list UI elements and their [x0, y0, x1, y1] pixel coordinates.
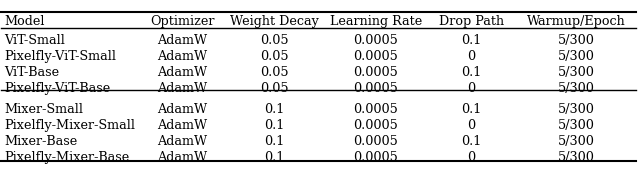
- Text: 0.1: 0.1: [264, 119, 285, 132]
- Text: AdamW: AdamW: [157, 103, 207, 116]
- Text: 5/300: 5/300: [557, 50, 595, 63]
- Text: 0.0005: 0.0005: [353, 151, 399, 164]
- Text: 0.05: 0.05: [260, 34, 289, 47]
- Text: 0: 0: [467, 82, 476, 95]
- Text: 0.0005: 0.0005: [353, 82, 399, 95]
- Text: 0.05: 0.05: [260, 50, 289, 63]
- Text: AdamW: AdamW: [157, 50, 207, 63]
- Text: 0.05: 0.05: [260, 66, 289, 79]
- Text: 5/300: 5/300: [557, 135, 595, 148]
- Text: Optimizer: Optimizer: [150, 15, 214, 28]
- Text: Pixelfly-Mixer-Small: Pixelfly-Mixer-Small: [4, 119, 136, 132]
- Text: 0.0005: 0.0005: [353, 66, 399, 79]
- Text: Drop Path: Drop Path: [438, 15, 504, 28]
- Text: 0.1: 0.1: [461, 34, 481, 47]
- Text: Model: Model: [4, 15, 45, 28]
- Text: 0.1: 0.1: [461, 103, 481, 116]
- Text: Pixelfly-ViT-Small: Pixelfly-ViT-Small: [4, 50, 116, 63]
- Text: ViT-Small: ViT-Small: [4, 34, 65, 47]
- Text: 0.1: 0.1: [461, 66, 481, 79]
- Text: Mixer-Small: Mixer-Small: [4, 103, 84, 116]
- Text: 0.0005: 0.0005: [353, 103, 399, 116]
- Text: 5/300: 5/300: [557, 66, 595, 79]
- Text: AdamW: AdamW: [157, 82, 207, 95]
- Text: 0.0005: 0.0005: [353, 135, 399, 148]
- Text: 0.1: 0.1: [264, 135, 285, 148]
- Text: 5/300: 5/300: [557, 82, 595, 95]
- Text: Weight Decay: Weight Decay: [230, 15, 319, 28]
- Text: 0.1: 0.1: [264, 151, 285, 164]
- Text: 0: 0: [467, 151, 476, 164]
- Text: 0: 0: [467, 119, 476, 132]
- Text: Pixelfly-ViT-Base: Pixelfly-ViT-Base: [4, 82, 111, 95]
- Text: 0.1: 0.1: [461, 135, 481, 148]
- Text: AdamW: AdamW: [157, 66, 207, 79]
- Text: 0.1: 0.1: [264, 103, 285, 116]
- Text: 0.0005: 0.0005: [353, 50, 399, 63]
- Text: Pixelfly-Mixer-Base: Pixelfly-Mixer-Base: [4, 151, 130, 164]
- Text: 0: 0: [467, 50, 476, 63]
- Text: 5/300: 5/300: [557, 103, 595, 116]
- Text: AdamW: AdamW: [157, 119, 207, 132]
- Text: Warmup/Epoch: Warmup/Epoch: [527, 15, 625, 28]
- Text: 0.0005: 0.0005: [353, 34, 399, 47]
- Text: 0.0005: 0.0005: [353, 119, 399, 132]
- Text: AdamW: AdamW: [157, 135, 207, 148]
- Text: Mixer-Base: Mixer-Base: [4, 135, 78, 148]
- Text: 5/300: 5/300: [557, 34, 595, 47]
- Text: AdamW: AdamW: [157, 151, 207, 164]
- Text: ViT-Base: ViT-Base: [4, 66, 60, 79]
- Text: 5/300: 5/300: [557, 151, 595, 164]
- Text: 0.05: 0.05: [260, 82, 289, 95]
- Text: 5/300: 5/300: [557, 119, 595, 132]
- Text: Learning Rate: Learning Rate: [330, 15, 422, 28]
- Text: AdamW: AdamW: [157, 34, 207, 47]
